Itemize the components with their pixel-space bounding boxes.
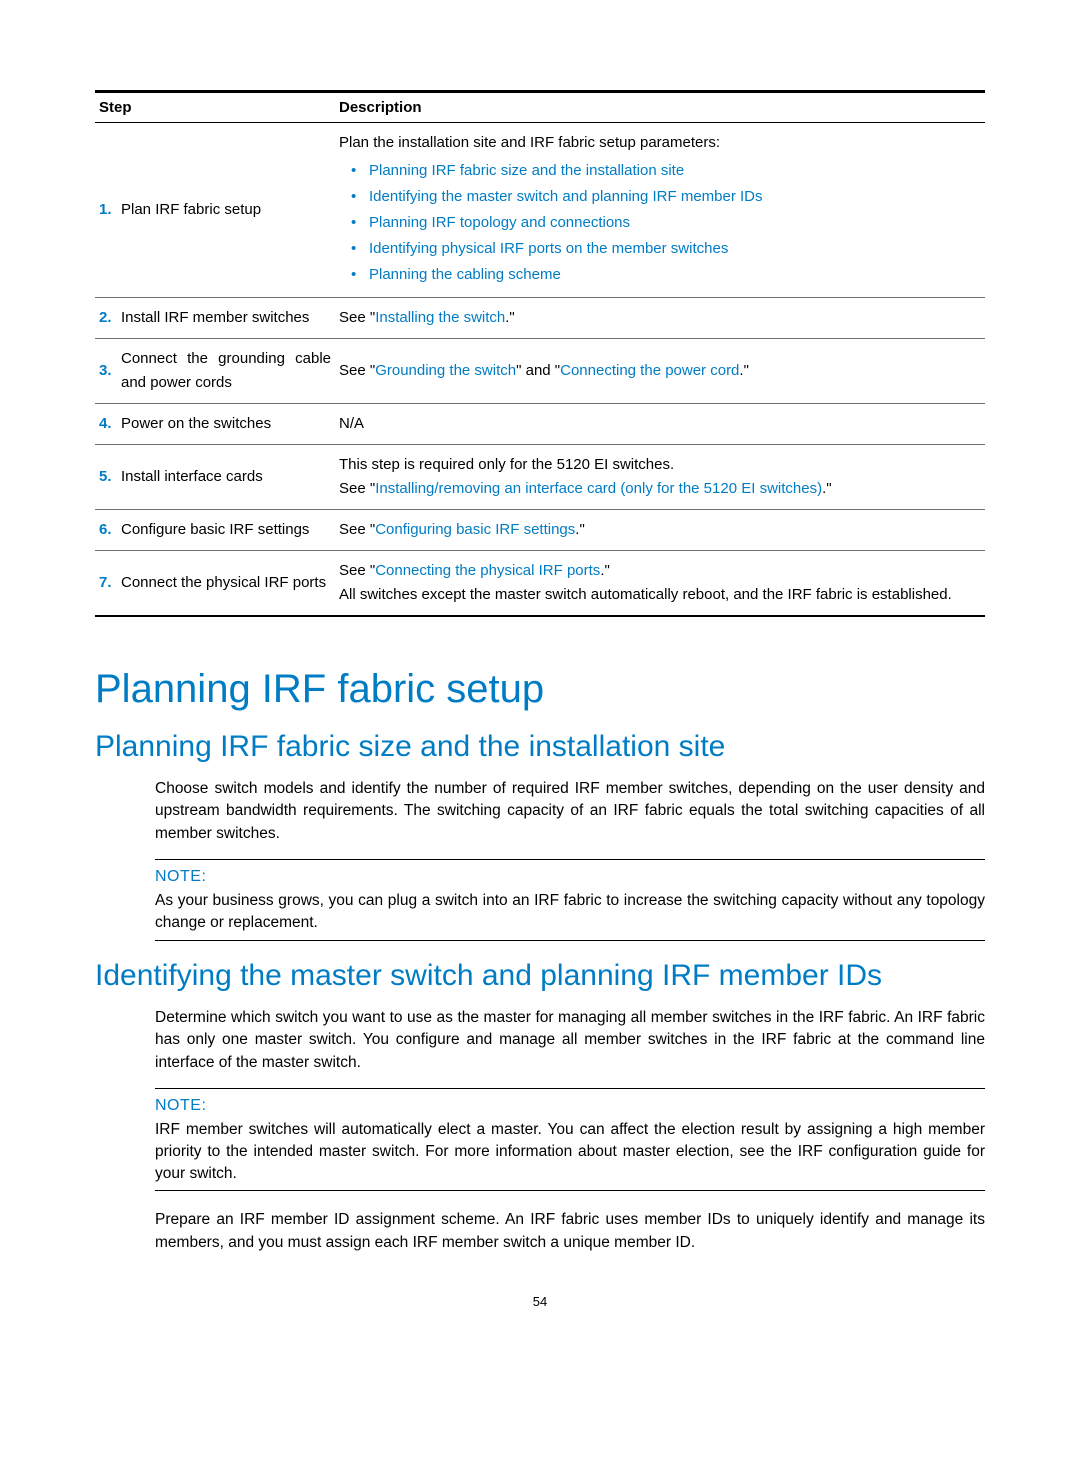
see-prefix: See " xyxy=(339,521,375,538)
table-row: 4. Power on the switches N/A xyxy=(95,404,985,445)
bullet-link[interactable]: Planning IRF topology and connections xyxy=(369,214,630,231)
table-row: 7. Connect the physical IRF ports See "C… xyxy=(95,551,985,617)
step-label: Configure basic IRF settings xyxy=(121,518,331,542)
table-row: 3. Connect the grounding cable and power… xyxy=(95,339,985,404)
step-label: Connect the grounding cable and power co… xyxy=(121,347,331,395)
irf-steps-table: Step Description 1. Plan IRF fabric setu… xyxy=(95,90,985,617)
step-number: 3. xyxy=(99,362,112,379)
desc-tail: All switches except the master switch au… xyxy=(339,583,981,607)
page-number: 54 xyxy=(95,1294,985,1309)
note-text: IRF member switches will automatically e… xyxy=(155,1119,985,1184)
see-link[interactable]: Configuring basic IRF settings xyxy=(375,521,575,538)
heading-planning-irf-fabric-size: Planning IRF fabric size and the install… xyxy=(95,730,985,764)
step-number: 7. xyxy=(99,574,112,591)
see-prefix: See " xyxy=(339,480,375,497)
step-number: 2. xyxy=(99,309,112,326)
step-number: 1. xyxy=(99,201,112,218)
bullet-link[interactable]: Planning IRF fabric size and the install… xyxy=(369,162,684,179)
see-suffix: ." xyxy=(600,562,610,579)
see-link[interactable]: Installing/removing an interface card (o… xyxy=(375,480,822,497)
paragraph: Prepare an IRF member ID assignment sche… xyxy=(155,1209,985,1254)
desc-intro: Plan the installation site and IRF fabri… xyxy=(339,131,981,155)
see-link[interactable]: Connecting the physical IRF ports xyxy=(375,562,600,579)
desc-line: This step is required only for the 5120 … xyxy=(339,453,981,477)
paragraph: Determine which switch you want to use a… xyxy=(155,1007,985,1074)
see-mid: " and " xyxy=(516,362,560,379)
see-prefix: See " xyxy=(339,362,375,379)
step-number: 4. xyxy=(99,415,112,432)
table-row: 2. Install IRF member switches See "Inst… xyxy=(95,298,985,339)
bullet-list: Planning IRF fabric size and the install… xyxy=(351,159,981,287)
bullet-link[interactable]: Identifying physical IRF ports on the me… xyxy=(369,240,728,257)
table-row: 6. Configure basic IRF settings See "Con… xyxy=(95,510,985,551)
see-prefix: See " xyxy=(339,562,375,579)
heading-identifying-master-switch: Identifying the master switch and planni… xyxy=(95,959,985,993)
step-label: Install IRF member switches xyxy=(121,306,331,330)
col-step: Step xyxy=(95,92,335,123)
note-label: NOTE: xyxy=(155,1097,985,1115)
see-suffix: ." xyxy=(575,521,585,538)
see-prefix: See " xyxy=(339,309,375,326)
step-number: 5. xyxy=(99,468,112,485)
see-suffix: ." xyxy=(739,362,749,379)
table-row: 5. Install interface cards This step is … xyxy=(95,445,985,510)
bullet-link[interactable]: Planning the cabling scheme xyxy=(369,266,561,283)
note-text: As your business grows, you can plug a s… xyxy=(155,890,985,933)
step-label: Power on the switches xyxy=(121,415,271,432)
step-label: Plan IRF fabric setup xyxy=(121,201,261,218)
step-label: Install interface cards xyxy=(121,468,263,485)
bullet-link[interactable]: Identifying the master switch and planni… xyxy=(369,188,763,205)
step-label: Connect the physical IRF ports xyxy=(121,571,331,595)
see-suffix: ." xyxy=(505,309,515,326)
step-number: 6. xyxy=(99,521,112,538)
note-block: NOTE: As your business grows, you can pl… xyxy=(155,859,985,940)
see-suffix: ." xyxy=(822,480,832,497)
paragraph: Choose switch models and identify the nu… xyxy=(155,778,985,845)
col-description: Description xyxy=(335,92,985,123)
see-link[interactable]: Installing the switch xyxy=(375,309,505,326)
table-row: 1. Plan IRF fabric setup Plan the instal… xyxy=(95,123,985,298)
note-block: NOTE: IRF member switches will automatic… xyxy=(155,1088,985,1191)
desc-plain: N/A xyxy=(339,415,364,432)
see-link[interactable]: Connecting the power cord xyxy=(560,362,739,379)
see-link[interactable]: Grounding the switch xyxy=(375,362,516,379)
heading-planning-irf-fabric-setup: Planning IRF fabric setup xyxy=(95,667,985,712)
note-label: NOTE: xyxy=(155,868,985,886)
